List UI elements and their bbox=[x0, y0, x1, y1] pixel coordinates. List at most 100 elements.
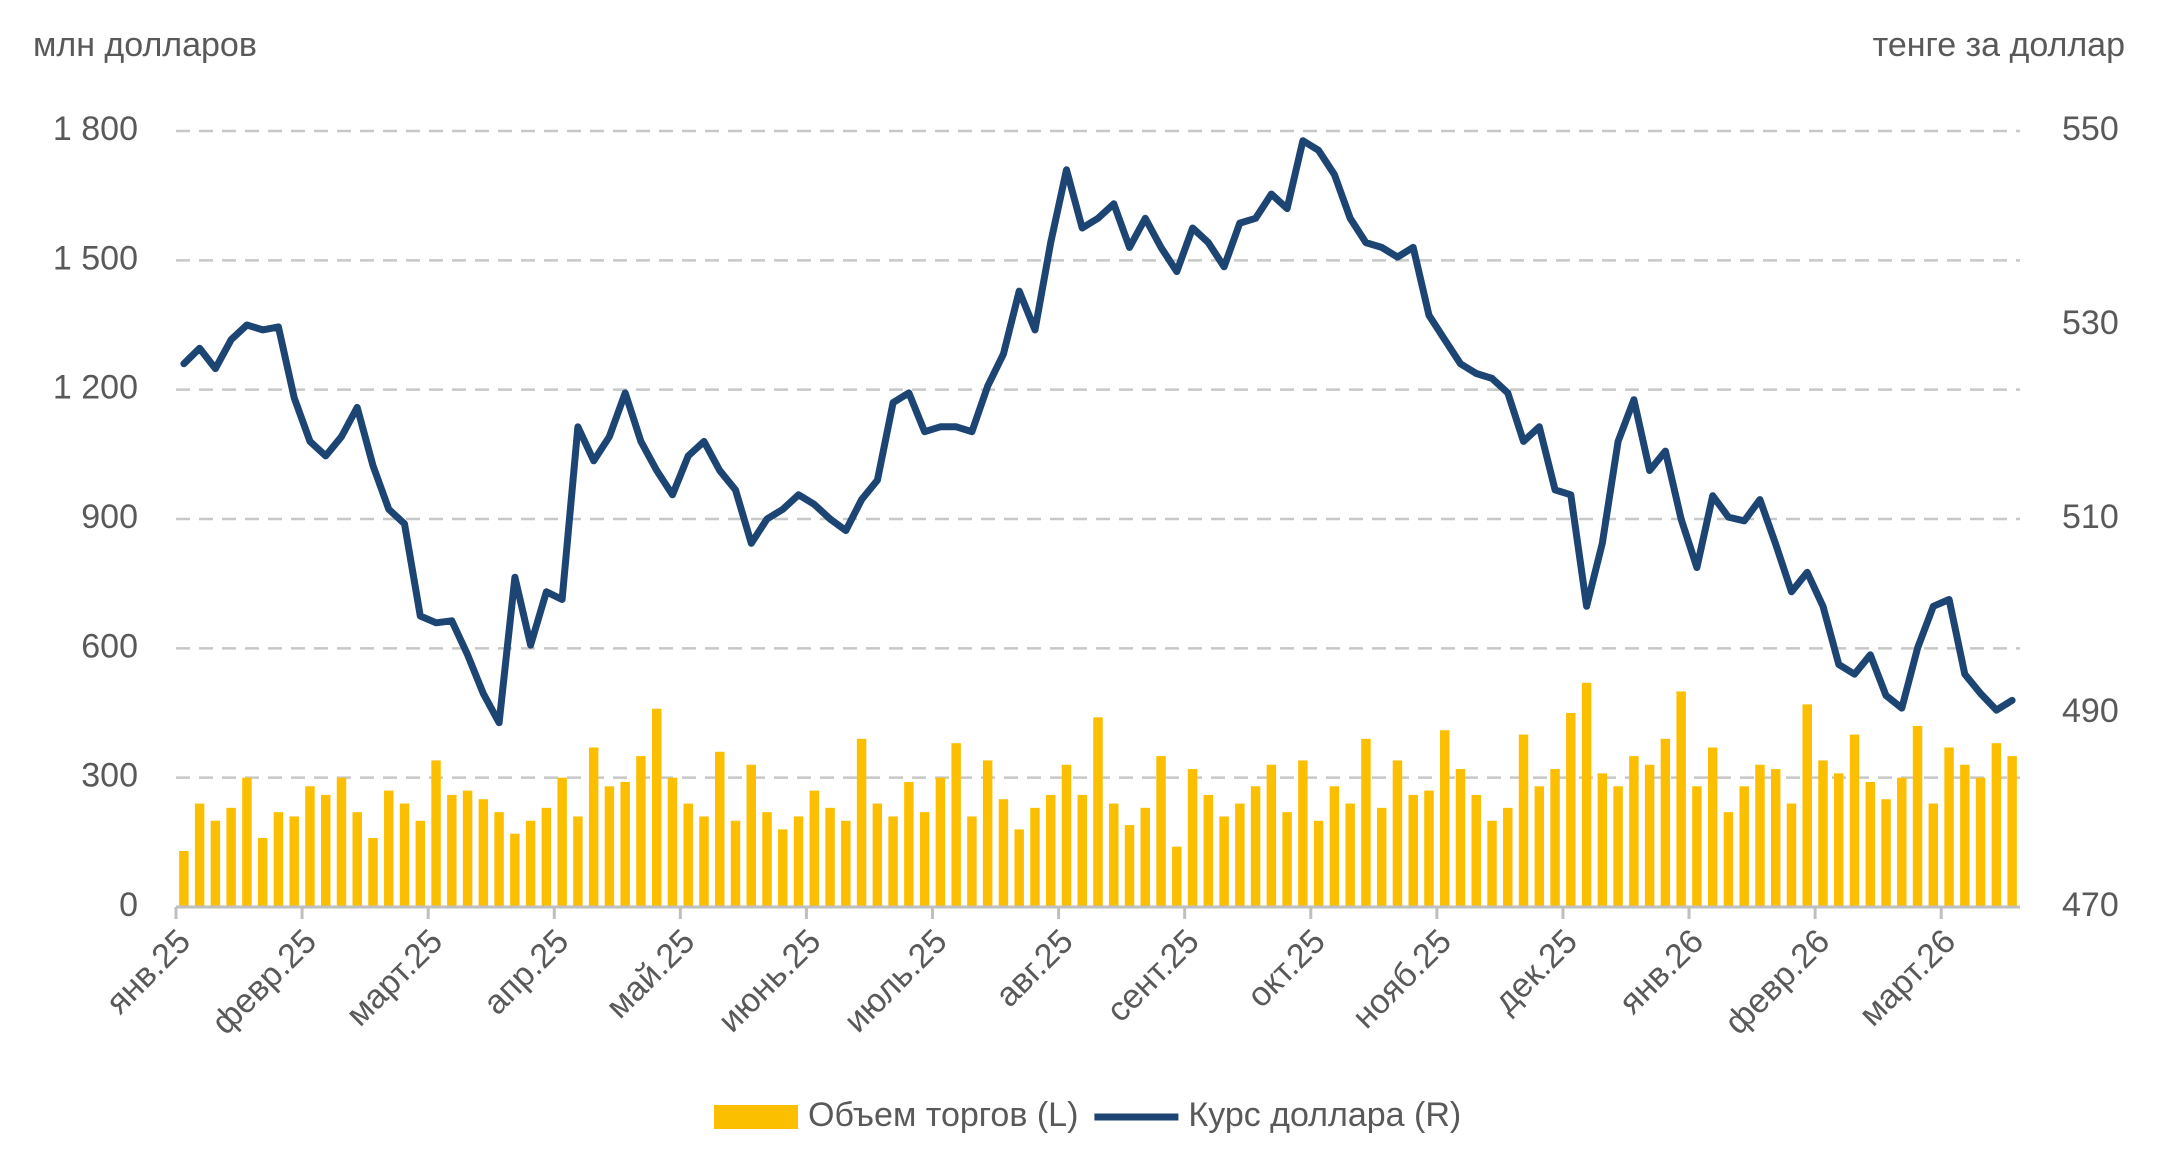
bar bbox=[746, 764, 756, 907]
bar bbox=[919, 812, 930, 907]
bar bbox=[510, 833, 520, 907]
bar bbox=[336, 777, 347, 907]
bar bbox=[415, 820, 426, 907]
legend-swatch bbox=[714, 1105, 798, 1129]
bar bbox=[636, 756, 646, 907]
x-tick-label: февр.25 bbox=[205, 922, 325, 1042]
bar bbox=[604, 786, 615, 907]
bar bbox=[1408, 794, 1418, 907]
bar bbox=[998, 799, 1009, 907]
bar bbox=[1219, 816, 1229, 907]
y-tick-label: 1 200 bbox=[53, 369, 138, 407]
bar bbox=[242, 777, 252, 907]
bar bbox=[730, 820, 741, 907]
bar bbox=[1266, 764, 1277, 907]
bar bbox=[1707, 747, 1718, 907]
bar bbox=[856, 738, 867, 907]
bar bbox=[1345, 803, 1355, 907]
bar bbox=[1739, 786, 1749, 907]
bar bbox=[210, 820, 221, 907]
bar bbox=[1975, 777, 1986, 907]
bar bbox=[1897, 777, 1907, 907]
bar bbox=[1313, 820, 1324, 907]
line bbox=[180, 137, 2016, 727]
y2-tick-label: 550 bbox=[2062, 110, 2119, 148]
bar bbox=[1077, 794, 1087, 907]
bar bbox=[1045, 794, 1056, 907]
bar bbox=[1881, 799, 1891, 907]
bar bbox=[273, 812, 284, 907]
bar bbox=[1770, 769, 1781, 907]
bar bbox=[1660, 738, 1671, 907]
bar bbox=[1140, 807, 1151, 907]
y2-tick-label: 530 bbox=[2062, 304, 2119, 342]
x-tick-label: июнь.25 bbox=[711, 922, 829, 1040]
bar bbox=[431, 760, 441, 907]
bar bbox=[257, 838, 268, 907]
bar bbox=[699, 816, 709, 907]
x-tick-label: окт.25 bbox=[1240, 922, 1333, 1015]
bar bbox=[1014, 829, 1024, 907]
bar bbox=[289, 816, 299, 907]
bar bbox=[1518, 734, 1529, 907]
bar bbox=[1550, 769, 1560, 907]
y-axis-label: млн долларов bbox=[33, 26, 257, 64]
y2-axis-label: тенге за доллар bbox=[1873, 26, 2125, 64]
bar bbox=[1818, 760, 1828, 907]
bar bbox=[1172, 846, 1182, 907]
y-tick-label: 1 800 bbox=[53, 110, 138, 148]
bar bbox=[1124, 825, 1135, 907]
bar bbox=[620, 781, 630, 907]
bar bbox=[1282, 812, 1292, 907]
bar bbox=[778, 829, 788, 907]
bar bbox=[494, 812, 504, 907]
bar bbox=[588, 747, 599, 907]
bar bbox=[1235, 803, 1245, 907]
bar bbox=[1503, 807, 1513, 907]
bar bbox=[1786, 803, 1797, 907]
x-tick-label: апр.25 bbox=[476, 922, 576, 1022]
bar bbox=[1755, 764, 1765, 907]
bar bbox=[1093, 717, 1103, 907]
bar bbox=[841, 820, 851, 907]
x-tick-label: май.25 bbox=[599, 922, 703, 1026]
bar bbox=[1361, 738, 1371, 907]
bar bbox=[320, 794, 331, 907]
y2-tick-label: 510 bbox=[2062, 498, 2119, 536]
x-tick-label: авг.25 bbox=[988, 922, 1080, 1014]
bar bbox=[399, 803, 410, 907]
bar bbox=[1534, 786, 1545, 907]
bar bbox=[1392, 760, 1403, 907]
bar bbox=[1613, 786, 1623, 907]
bar bbox=[809, 790, 820, 907]
bar bbox=[1250, 786, 1261, 907]
bar bbox=[1865, 781, 1876, 907]
x-tick-label: июль.25 bbox=[837, 922, 955, 1040]
x-tick-label: март.26 bbox=[1852, 922, 1963, 1033]
bar bbox=[462, 790, 473, 907]
y-tick-label: 1 500 bbox=[53, 239, 138, 277]
bar bbox=[1376, 807, 1387, 907]
bar bbox=[305, 786, 315, 907]
bar bbox=[1692, 786, 1702, 907]
x-tick-label: сент.25 bbox=[1099, 922, 1206, 1029]
bar bbox=[1849, 734, 1860, 907]
bar bbox=[1960, 764, 1970, 907]
bar bbox=[1802, 704, 1812, 907]
legend-label: Объем торгов (L) bbox=[808, 1096, 1078, 1134]
y-tick-label: 900 bbox=[81, 498, 138, 536]
bar bbox=[951, 743, 961, 907]
bar bbox=[179, 850, 189, 907]
bar bbox=[1676, 691, 1686, 907]
bar bbox=[557, 777, 567, 907]
bar bbox=[1629, 756, 1639, 907]
bar bbox=[967, 816, 977, 907]
bar bbox=[194, 803, 205, 907]
bar bbox=[1991, 743, 2002, 907]
bar bbox=[1944, 747, 1954, 907]
bar bbox=[226, 807, 236, 907]
x-tick-label: нояб.25 bbox=[1345, 922, 1459, 1036]
bar bbox=[525, 820, 536, 907]
y2-tick-label: 490 bbox=[2062, 692, 2119, 730]
